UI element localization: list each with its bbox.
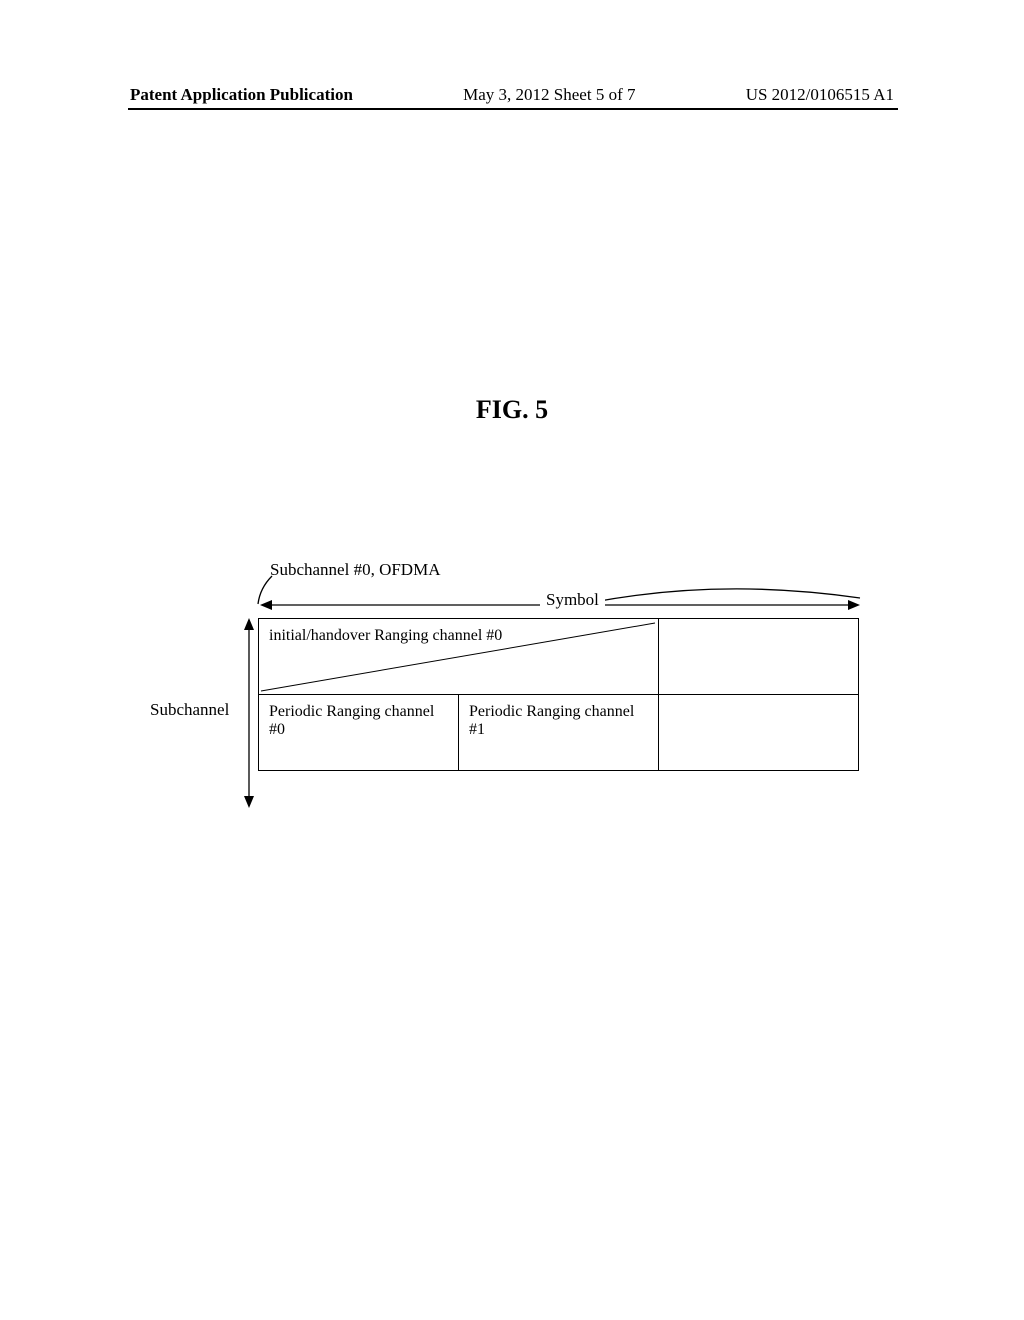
cell-periodic-0: Periodic Ranging channel #0 <box>259 695 459 771</box>
cell-periodic-1-text: Periodic Ranging channel #1 <box>469 703 634 738</box>
cell-periodic-1: Periodic Ranging channel #1 <box>459 695 659 771</box>
ranging-channel-diagram: Subchannel #0, OFDMA Symbol Subchannel i… <box>150 560 880 820</box>
subchannel-ofdma-label: Subchannel #0, OFDMA <box>270 560 440 580</box>
cell-row2-col3 <box>659 695 859 771</box>
subchannel-axis-label: Subchannel <box>150 700 229 720</box>
cell-initial-handover: initial/handover Ranging channel #0 <box>259 619 659 695</box>
ranging-channel-grid: initial/handover Ranging channel #0 Peri… <box>258 618 859 771</box>
symbol-axis-label: Symbol <box>540 590 605 610</box>
header-right-text: US 2012/0106515 A1 <box>746 85 894 105</box>
cell-periodic-0-text: Periodic Ranging channel #0 <box>269 703 434 738</box>
header-left-text: Patent Application Publication <box>130 85 353 105</box>
cell-row1-col3 <box>659 619 859 695</box>
header-center-text: May 3, 2012 Sheet 5 of 7 <box>463 85 635 105</box>
page-header: Patent Application Publication May 3, 20… <box>0 85 1024 105</box>
header-divider <box>128 108 898 110</box>
cell-initial-handover-text: initial/handover Ranging channel #0 <box>269 627 502 644</box>
figure-title: FIG. 5 <box>0 395 1024 425</box>
subchannel-axis-arrow <box>242 618 256 808</box>
